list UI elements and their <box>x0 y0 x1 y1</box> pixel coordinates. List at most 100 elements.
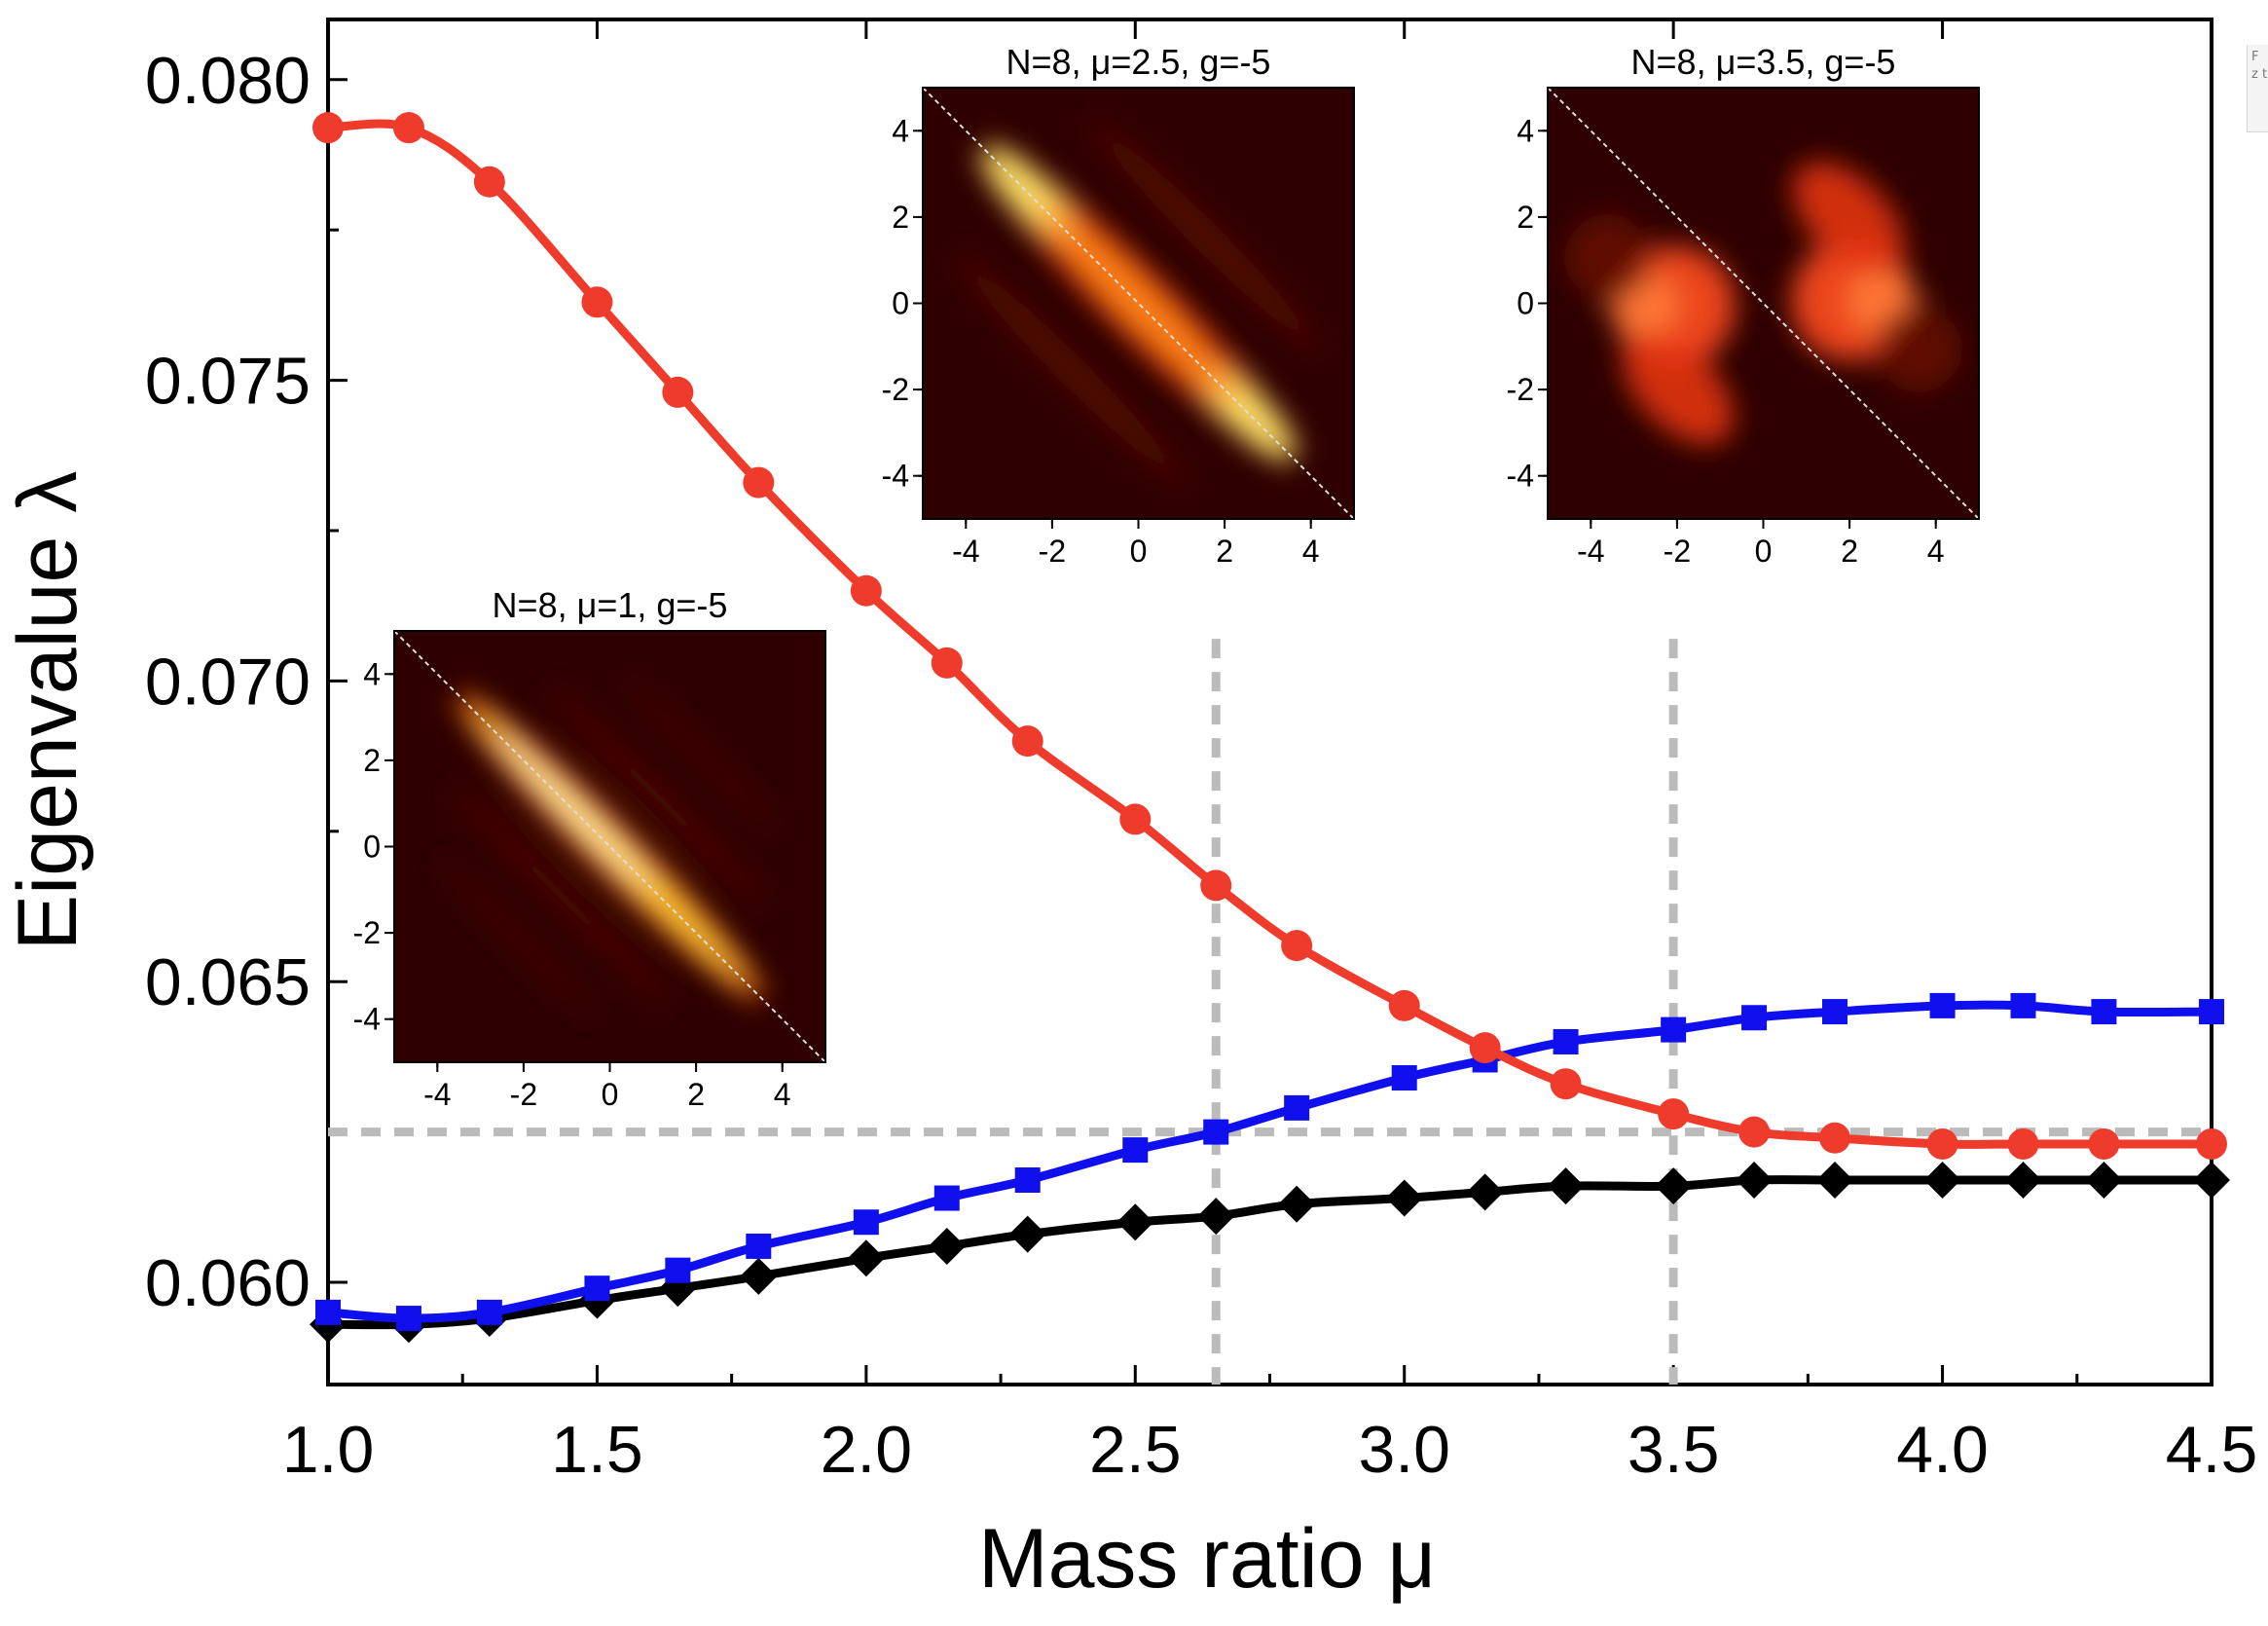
inset-y-tick-label: 2 <box>892 200 909 235</box>
inset-y-tick-label: 0 <box>363 830 381 865</box>
data-point-blue <box>853 1209 879 1236</box>
inset-y-tick-label: -2 <box>1507 372 1534 407</box>
data-point-red <box>2088 1127 2120 1160</box>
inset-heat-content <box>1548 88 1979 519</box>
data-point-black <box>1116 1203 1154 1241</box>
data-point-blue <box>476 1299 502 1325</box>
inset-heat-content <box>394 631 825 1062</box>
data-point-black <box>1385 1179 1423 1217</box>
inset-x-tick-label: 0 <box>1130 534 1148 569</box>
data-point-black <box>1736 1162 1774 1200</box>
data-point-red <box>1200 869 1232 902</box>
side-note-tab: F z t <box>2247 45 2268 132</box>
y-axis-title: Eigenvalue λ <box>1 471 94 950</box>
data-point-blue <box>1661 1016 1687 1043</box>
data-point-black <box>1923 1162 1961 1200</box>
data-point-black <box>1816 1162 1853 1200</box>
x-tick-label: 3.0 <box>1358 1413 1450 1487</box>
data-point-black <box>2004 1162 2042 1200</box>
inset-x-tick-label: 0 <box>602 1077 619 1112</box>
inset-heatmap-2: -4 -4 -2 -2 0 0 2 2 4 4 N=8, μ=2.5, g=-5 <box>882 42 1355 569</box>
x-axis-title: Mass ratio μ <box>978 1512 1436 1606</box>
data-point-blue <box>1391 1065 1417 1091</box>
inset-heatmap-1: -4 -4 -2 -2 0 0 2 2 4 4 N=8, μ=1, g=-5 <box>353 585 826 1112</box>
data-point-red <box>1119 803 1152 835</box>
data-point-red <box>743 466 775 499</box>
inset-x-tick-label: 2 <box>687 1077 705 1112</box>
x-tick-label: 2.0 <box>821 1413 913 1487</box>
data-point-red <box>312 112 344 144</box>
data-point-red <box>1550 1068 1582 1100</box>
inset-y-tick-label: 2 <box>363 743 381 778</box>
x-tick-label: 2.5 <box>1089 1413 1182 1487</box>
data-point-black <box>928 1227 966 1265</box>
inset-y-tick-label: -4 <box>353 1002 381 1037</box>
inset-y-tick-label: 0 <box>892 286 909 321</box>
data-point-black <box>1655 1167 1693 1205</box>
heat-blob <box>451 785 672 1006</box>
data-point-black <box>2193 1162 2230 1200</box>
data-point-blue <box>315 1299 341 1325</box>
heat-blob <box>1875 306 1962 392</box>
data-point-blue <box>1203 1119 1229 1145</box>
data-point-blue <box>2010 992 2036 1018</box>
inset-y-tick-label: -2 <box>882 372 909 407</box>
inset-heatmap-3: -4 -4 -2 -2 0 0 2 2 4 4 N=8, μ=3.5, g=-5 <box>1507 42 1980 569</box>
inset-y-tick-label: -2 <box>353 915 381 950</box>
inset-title: N=8, μ=2.5, g=-5 <box>1006 42 1271 82</box>
y-tick-label: 0.065 <box>145 945 311 1019</box>
data-point-red <box>2196 1127 2227 1160</box>
x-tick-label: 4.0 <box>1896 1413 1989 1487</box>
inset-diagonal-line <box>1548 88 1979 519</box>
inset-title: N=8, μ=3.5, g=-5 <box>1631 42 1896 82</box>
heat-blob <box>438 858 599 1018</box>
heat-blob <box>621 675 782 835</box>
y-tick-label: 0.070 <box>145 645 311 719</box>
data-point-blue <box>1822 999 1847 1025</box>
y-tick-label: 0.075 <box>145 345 311 419</box>
data-point-red <box>2007 1127 2039 1160</box>
inset-y-tick-label: 4 <box>1517 113 1534 148</box>
data-point-blue <box>584 1275 610 1302</box>
data-point-black <box>847 1239 885 1277</box>
inset-diagonal-line <box>394 631 825 1062</box>
data-point-red <box>1819 1122 1850 1154</box>
inset-heat-blobs <box>1564 162 1962 445</box>
insets-layer: -4 -4 -2 -2 0 0 2 2 4 4 N=8, μ=1, g=-5 -4 -4 -2 -2 0 0 2 2… <box>353 42 1980 1112</box>
data-point-blue <box>1741 1005 1768 1031</box>
data-point-blue <box>1553 1028 1579 1054</box>
heat-blob <box>548 687 769 908</box>
inset-x-tick-label: 4 <box>774 1077 791 1112</box>
inset-y-tick-label: -4 <box>882 459 909 494</box>
data-point-blue <box>746 1233 772 1259</box>
data-point-red <box>1738 1116 1771 1148</box>
x-tick-label: 3.5 <box>1628 1413 1720 1487</box>
inset-y-tick-label: 4 <box>892 113 909 148</box>
inset-heat-content <box>923 88 1354 519</box>
heat-blob <box>1564 214 1652 301</box>
data-point-blue <box>1014 1167 1041 1194</box>
data-point-blue <box>2199 999 2224 1025</box>
heat-blob <box>1088 120 1322 353</box>
data-point-red <box>1926 1127 1958 1160</box>
data-point-blue <box>665 1257 691 1283</box>
data-point-red <box>931 647 963 679</box>
inset-x-tick-label: 4 <box>1302 534 1320 569</box>
inset-x-tick-label: -4 <box>1577 534 1604 569</box>
reference-lines <box>328 639 2212 1385</box>
inset-y-tick-label: 4 <box>363 656 381 691</box>
data-point-blue <box>2091 999 2117 1025</box>
series-red <box>312 112 2227 1160</box>
inset-x-tick-label: -4 <box>423 1077 451 1112</box>
y-tick-label: 0.080 <box>145 44 311 118</box>
inset-x-tick-label: -2 <box>1664 534 1691 569</box>
data-point-blue <box>395 1306 421 1332</box>
inset-x-tick-label: 2 <box>1216 534 1233 569</box>
data-point-red <box>392 112 424 144</box>
heat-blob <box>1792 162 1905 275</box>
series-blue-line <box>327 1000 2213 1323</box>
inset-x-tick-label: -2 <box>510 1077 537 1112</box>
data-point-red <box>850 574 882 607</box>
inset-x-tick-label: 2 <box>1841 534 1858 569</box>
